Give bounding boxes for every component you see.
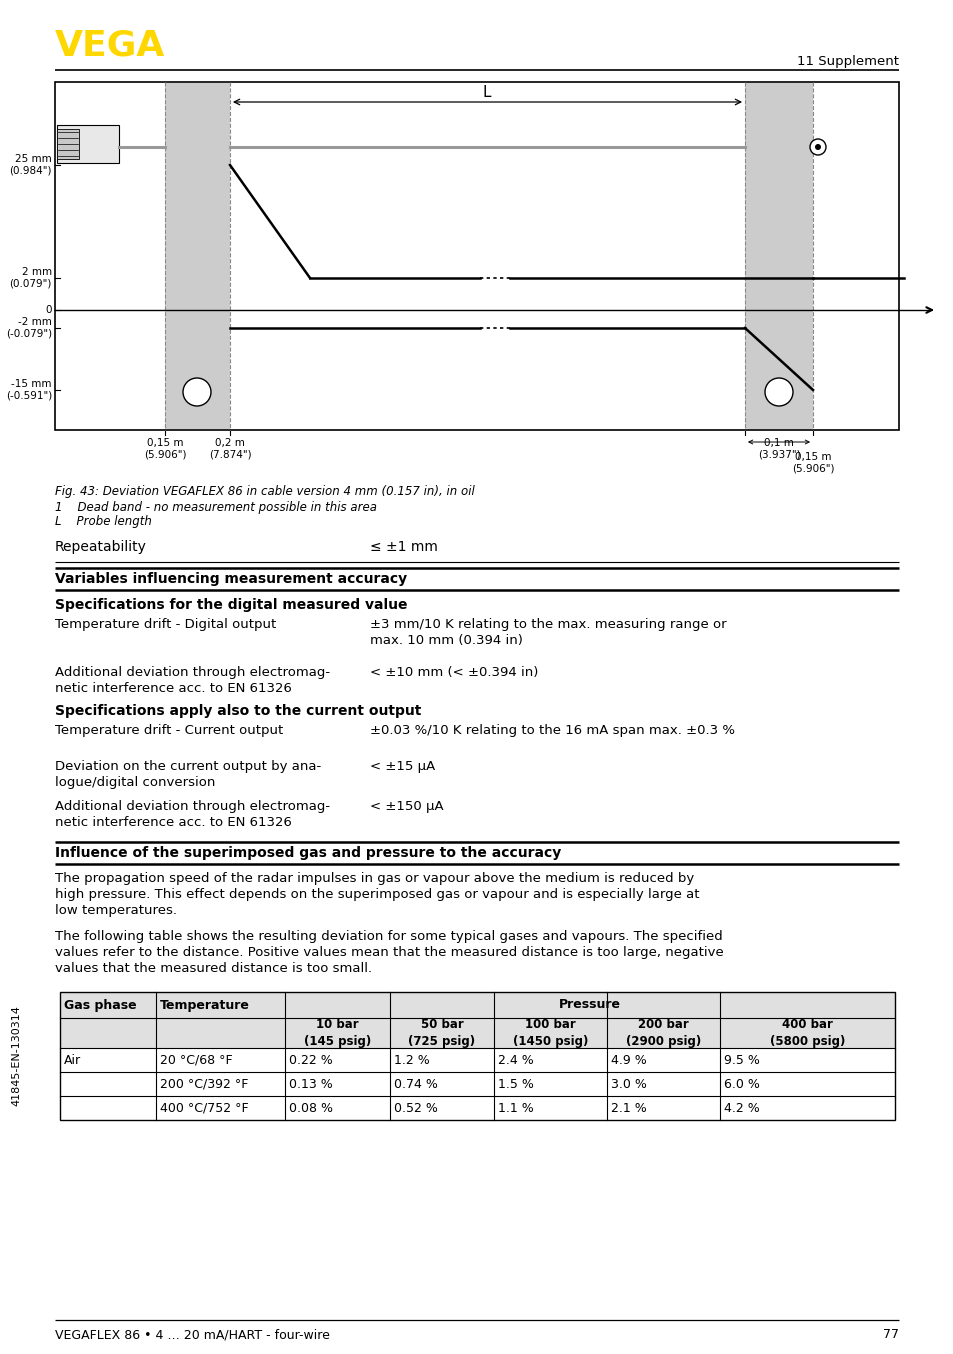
Text: < ±150 μA: < ±150 μA [370,800,443,812]
Text: Pressure: Pressure [558,998,620,1011]
Text: 1.5 %: 1.5 % [497,1078,534,1090]
Bar [57,125,119,162]
Text: Temperature drift - Digital output: Temperature drift - Digital output [55,617,276,631]
Text: Specifications apply also to the current output: Specifications apply also to the current… [55,704,421,718]
Text: 1.2 %: 1.2 % [394,1053,429,1067]
Text: Variables influencing measurement accuracy: Variables influencing measurement accura… [55,571,407,586]
Text: < ±10 mm (< ±0.394 in): < ±10 mm (< ±0.394 in) [370,666,537,678]
Text: Fig. 43: Deviation VEGAFLEX 86 in cable version 4 mm (0.157 in), in oil: Fig. 43: Deviation VEGAFLEX 86 in cable … [55,485,475,498]
Text: 1.1 %: 1.1 % [497,1102,534,1114]
Circle shape [814,144,821,150]
Text: 2 mm
(0.079"): 2 mm (0.079") [10,267,52,288]
Text: 1: 1 [774,386,782,398]
Text: 41845-EN-130314: 41845-EN-130314 [11,1006,21,1106]
Bar [744,83,812,429]
Text: 11 Supplement: 11 Supplement [796,56,898,68]
Text: 0.22 %: 0.22 % [289,1053,333,1067]
Bar [60,992,894,1120]
Bar [57,129,79,158]
Text: 3.0 %: 3.0 % [610,1078,646,1090]
Text: Temperature: Temperature [160,998,250,1011]
Text: Repeatability: Repeatability [55,540,147,554]
Text: values refer to the distance. Positive values mean that the measured distance is: values refer to the distance. Positive v… [55,946,723,959]
Circle shape [183,378,211,406]
Text: Gas phase: Gas phase [64,998,136,1011]
Text: Deviation on the current output by ana-: Deviation on the current output by ana- [55,760,321,773]
Text: 100 bar
(1450 psig): 100 bar (1450 psig) [513,1018,588,1048]
Text: Air: Air [64,1053,81,1067]
Text: 4.9 %: 4.9 % [610,1053,646,1067]
Text: ±3 mm/10 K relating to the max. measuring range or: ±3 mm/10 K relating to the max. measurin… [370,617,726,631]
Bar [60,1018,894,1048]
Text: < ±15 μA: < ±15 μA [370,760,435,773]
Circle shape [764,378,792,406]
Text: 0.13 %: 0.13 % [289,1078,333,1090]
Text: L    Probe length: L Probe length [55,515,152,528]
Text: -15 mm
(-0.591"): -15 mm (-0.591") [6,379,52,401]
Text: logue/digital conversion: logue/digital conversion [55,776,215,789]
Text: 400 bar
(5800 psig): 400 bar (5800 psig) [769,1018,844,1048]
Text: 20 °C/68 °F: 20 °C/68 °F [160,1053,233,1067]
Circle shape [809,139,825,154]
Text: 6.0 %: 6.0 % [723,1078,759,1090]
Text: 0.08 %: 0.08 % [289,1102,334,1114]
Text: Additional deviation through electromag-: Additional deviation through electromag- [55,800,330,812]
Text: 25 mm
(0.984"): 25 mm (0.984") [10,154,52,176]
Text: 0.52 %: 0.52 % [394,1102,437,1114]
Text: Influence of the superimposed gas and pressure to the accuracy: Influence of the superimposed gas and pr… [55,846,560,860]
Text: L: L [482,85,491,100]
Text: 2.4 %: 2.4 % [497,1053,534,1067]
Text: 0,15 m
(5.906"): 0,15 m (5.906") [144,437,186,459]
Text: 9.5 %: 9.5 % [723,1053,759,1067]
Text: ±0.03 %/10 K relating to the 16 mA span max. ±0.3 %: ±0.03 %/10 K relating to the 16 mA span … [370,724,734,737]
Text: netic interference acc. to EN 61326: netic interference acc. to EN 61326 [55,682,292,695]
Text: high pressure. This effect depends on the superimposed gas or vapour and is espe: high pressure. This effect depends on th… [55,888,699,900]
Text: values that the measured distance is too small.: values that the measured distance is too… [55,961,372,975]
Text: 4.2 %: 4.2 % [723,1102,759,1114]
Text: 2.1 %: 2.1 % [610,1102,646,1114]
Text: 50 bar
(725 psig): 50 bar (725 psig) [408,1018,476,1048]
Text: 0,15 m
(5.906"): 0,15 m (5.906") [791,452,833,474]
Text: 200 bar
(2900 psig): 200 bar (2900 psig) [625,1018,700,1048]
Text: The propagation speed of the radar impulses in gas or vapour above the medium is: The propagation speed of the radar impul… [55,872,694,886]
Text: 0: 0 [46,305,52,315]
Text: 200 °C/392 °F: 200 °C/392 °F [160,1078,248,1090]
Text: The following table shows the resulting deviation for some typical gases and vap: The following table shows the resulting … [55,930,722,942]
Text: 400 °C/752 °F: 400 °C/752 °F [160,1102,249,1114]
Text: 0.74 %: 0.74 % [394,1078,437,1090]
Text: netic interference acc. to EN 61326: netic interference acc. to EN 61326 [55,816,292,829]
Text: max. 10 mm (0.394 in): max. 10 mm (0.394 in) [370,634,522,647]
Text: -2 mm
(-0.079"): -2 mm (-0.079") [6,317,52,338]
Text: ≤ ±1 mm: ≤ ±1 mm [370,540,437,554]
Text: 1: 1 [193,386,201,398]
Text: 0,1 m
(3.937"): 0,1 m (3.937") [757,437,800,459]
Text: 1    Dead band - no measurement possible in this area: 1 Dead band - no measurement possible in… [55,501,376,515]
Bar [60,992,894,1018]
Text: VEGAFLEX 86 • 4 … 20 mA/HART - four-wire: VEGAFLEX 86 • 4 … 20 mA/HART - four-wire [55,1328,330,1340]
Text: VEGA: VEGA [55,28,165,62]
Text: Additional deviation through electromag-: Additional deviation through electromag- [55,666,330,678]
Text: Temperature drift - Current output: Temperature drift - Current output [55,724,283,737]
Text: 77: 77 [882,1328,898,1340]
Text: 0,2 m
(7.874"): 0,2 m (7.874") [209,437,251,459]
Text: 10 bar
(145 psig): 10 bar (145 psig) [304,1018,371,1048]
Text: Specifications for the digital measured value: Specifications for the digital measured … [55,598,407,612]
Text: low temperatures.: low temperatures. [55,904,177,917]
Bar [55,83,898,431]
Bar [165,83,230,429]
